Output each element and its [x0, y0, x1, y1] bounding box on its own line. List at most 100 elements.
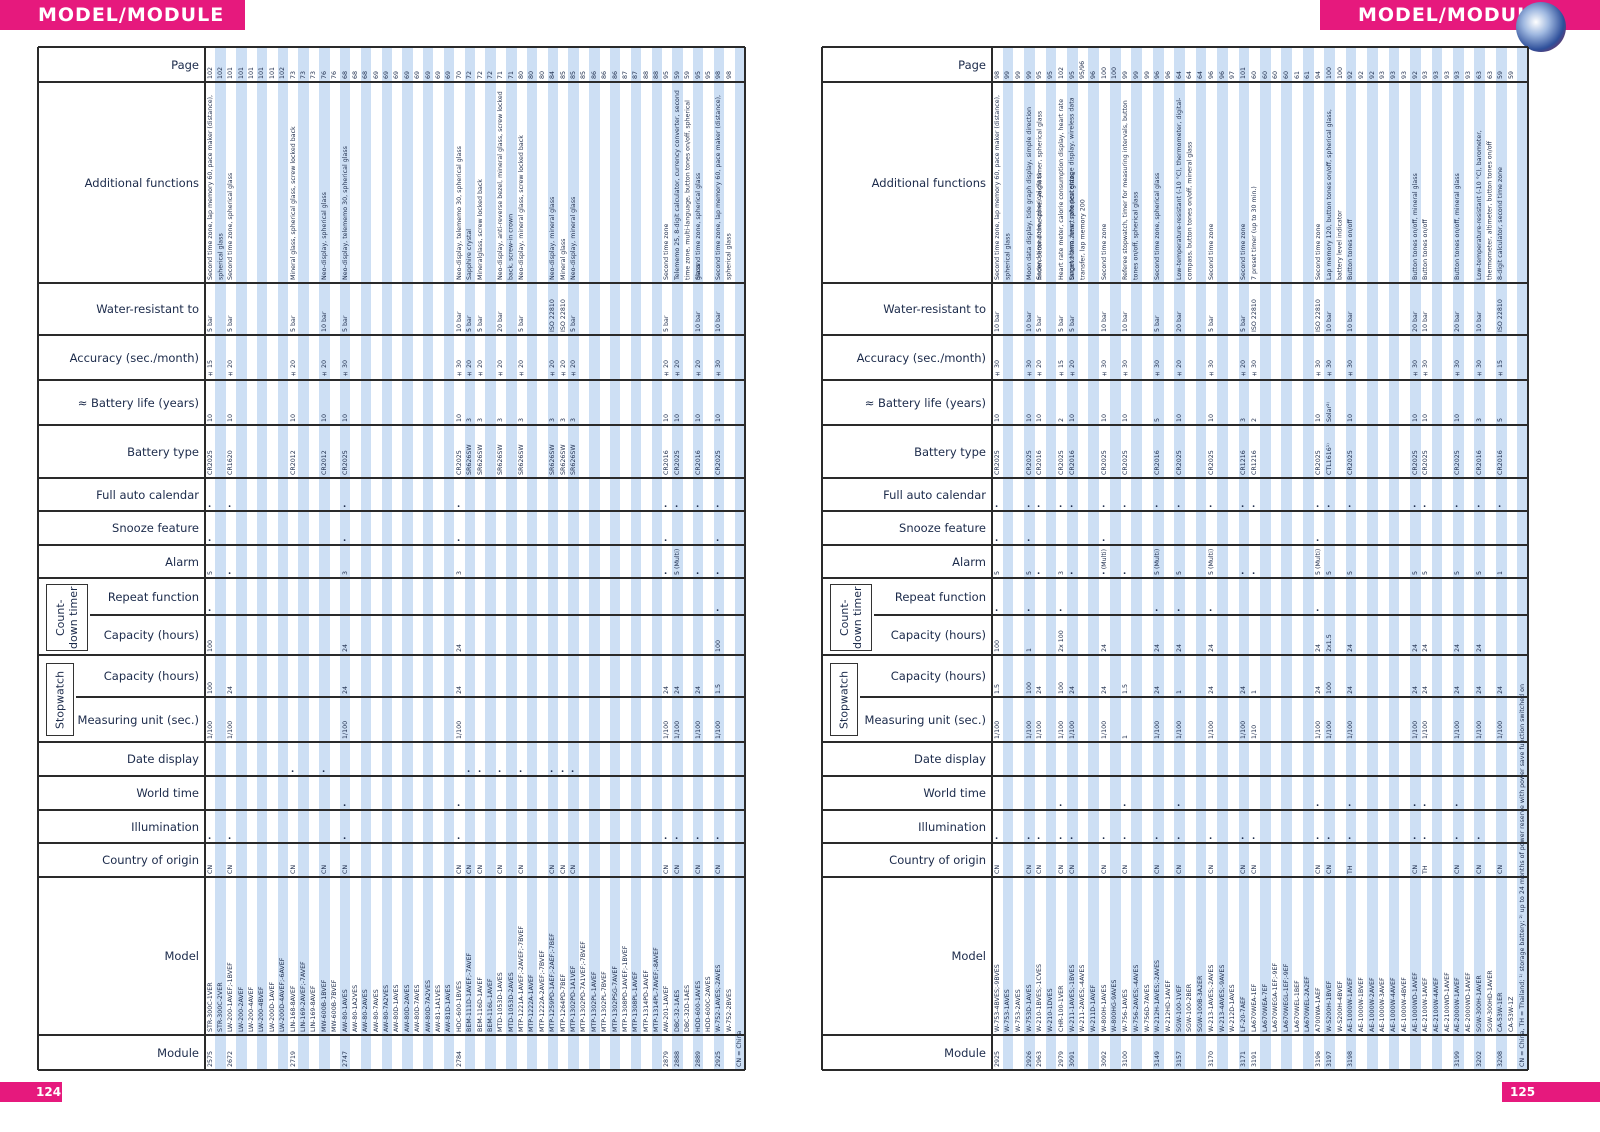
table-cell: 1/100: [206, 720, 214, 739]
table-cell: 99: [1025, 70, 1033, 79]
table-cell: 92: [1357, 70, 1365, 79]
table-cell: 70: [455, 70, 463, 79]
table-cell: AW-80-1A2VES: [351, 984, 359, 1032]
table-cell: 1.5: [715, 683, 723, 694]
row-rule: [90, 614, 745, 616]
table-cell: W-213-1AVES;-2AVES: [1207, 964, 1215, 1032]
table-cell: W-753D-1AVES: [1025, 984, 1033, 1032]
table-cell: LF-20-7AEF: [1240, 996, 1248, 1032]
table-cell: ± 20: [559, 359, 567, 377]
table-cell: Button tones on/off: [1422, 219, 1430, 280]
table-cell: AW-80D-7A2VES: [424, 980, 432, 1032]
table-cell: 1/100: [1325, 720, 1333, 739]
table-cell: 95/96: [1079, 60, 1087, 79]
table-cell: Second time zone: [1315, 223, 1323, 280]
table-cell: AW-81D-1AVES: [445, 984, 453, 1032]
table-cell: 3: [341, 570, 349, 575]
table-cell: MTP-1264PD-7BEF: [559, 973, 567, 1032]
table-cell: 5 bar: [518, 315, 526, 332]
table-cell: 69: [372, 70, 380, 79]
table-cell: 72: [476, 70, 484, 79]
table-cell: 95: [1047, 70, 1055, 79]
table-cell: 68: [351, 70, 359, 79]
table-cell: 76: [331, 70, 339, 79]
table-cell: 59: [684, 70, 692, 79]
table-cell: 5: [993, 570, 1001, 575]
column-label: Illumination: [131, 819, 199, 834]
table-cell: •: [993, 608, 1001, 612]
table-cell: MW-600B-1BVEF: [320, 979, 328, 1032]
table-cell: 100: [1325, 66, 1333, 79]
table-cell: CA-53W-1Z: [1508, 996, 1516, 1032]
table-cell: DBC-32D-1AES: [684, 984, 692, 1032]
table-cell: CN: [993, 864, 1001, 874]
table-cell: 73: [289, 70, 297, 79]
table-cell: 1/100: [1411, 720, 1419, 739]
table-cell: 1/100: [1025, 720, 1033, 739]
table-cell: 93: [1379, 70, 1387, 79]
column-label: Module: [157, 1045, 199, 1060]
table-cell: Second time zone, spherical glass: [694, 172, 702, 280]
table-cell: 101: [237, 66, 245, 79]
row-rule: [38, 46, 745, 49]
table-cell: CR2025: [1175, 450, 1183, 475]
row-stripe: [589, 47, 600, 1070]
column-label: Capacity (hours): [103, 669, 199, 683]
table-cell: W-800H-1AVES: [1100, 984, 1108, 1032]
table-cell: CR2025: [1315, 450, 1323, 475]
table-cell: ± 20: [1068, 359, 1076, 377]
table-cell: •: [289, 769, 297, 773]
table-cell: ± 20: [227, 359, 235, 377]
table-cell: •: [1454, 504, 1462, 508]
table-cell: Second time zone, spherical glass: [1154, 172, 1162, 280]
table-cell: ± 30: [1325, 359, 1333, 377]
table-cell: 10: [1025, 413, 1033, 422]
table-cell: AE-1000W-4AVEF: [1390, 977, 1398, 1032]
table-cell: 3: [559, 417, 567, 422]
row-stripe: [1324, 47, 1336, 1070]
table-cell: CN: [549, 864, 557, 874]
table-cell: ± 30: [1250, 359, 1258, 377]
table-cell: CN: [1036, 864, 1044, 874]
table-cell: 24: [1068, 685, 1076, 694]
table-cell: •: [694, 836, 702, 840]
row-rule: [38, 477, 745, 479]
table-cell: 99: [1122, 70, 1130, 79]
table-cell: Mineral glass, spherical glass, screw lo…: [289, 126, 297, 280]
table-cell: •: [1057, 803, 1065, 807]
column-label: Additional functions: [871, 175, 986, 190]
row-rule: [38, 1069, 745, 1072]
table-cell: AE-2000WD-1AVEF: [1465, 972, 1473, 1032]
row-stripe: [1174, 47, 1185, 1070]
row-rule: [860, 696, 1528, 698]
table-cell: 10 bar: [320, 311, 328, 332]
column-label: Repeat function: [107, 589, 199, 604]
table-cell: 24: [455, 685, 463, 694]
table-cell: LIN-169-2AVEF;-7AVEF: [299, 961, 307, 1032]
table-cell: Second time zone, lap memory 60, pace ma…: [715, 94, 733, 280]
table-cell: 100: [206, 639, 214, 652]
table-cell: •: [1240, 571, 1248, 575]
table-cell: •: [1325, 504, 1333, 508]
table-cell: 24: [1036, 685, 1044, 694]
table-cell: 2x1.5: [1325, 634, 1333, 652]
table-cell: ± 30: [1100, 359, 1108, 377]
table-cell: 59: [1497, 70, 1505, 79]
row-stripe: [568, 47, 579, 1070]
row-stripe: [1152, 47, 1164, 1070]
row-stripe: [1431, 47, 1443, 1070]
table-cell: 1/100: [1475, 720, 1483, 739]
table-cell: 98: [715, 70, 723, 79]
table-cell: W-212H-1AVES;-2AVES: [1154, 959, 1162, 1032]
table-cell: •: [1100, 538, 1108, 542]
column-label: Date display: [914, 752, 986, 766]
table-cell: •: [1036, 836, 1044, 840]
table-cell: •: [466, 769, 474, 773]
table-cell: Referee stopwatch, timer for measuring i…: [1122, 100, 1140, 280]
column-label: Date display: [127, 752, 199, 766]
row-stripe: [1217, 47, 1228, 1070]
table-cell: SR626SW: [466, 444, 474, 475]
header-rule: [204, 47, 206, 1070]
table-cell: 24: [1315, 643, 1323, 652]
